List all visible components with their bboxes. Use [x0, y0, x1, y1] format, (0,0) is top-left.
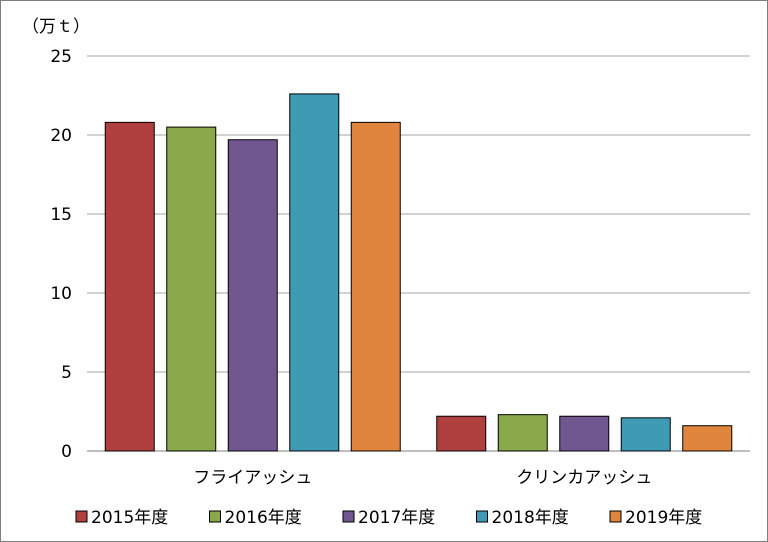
legend-label: 2018年度 [492, 508, 569, 528]
y-tick-label: 15 [50, 205, 72, 225]
y-axis-unit-label: （万ｔ） [22, 17, 90, 37]
legend-swatch [476, 510, 488, 523]
bar [682, 425, 733, 452]
legend-swatch [342, 510, 355, 523]
legend-swatch [609, 510, 622, 523]
bar [497, 414, 548, 452]
y-tick-label: 0 [61, 442, 72, 462]
bar [559, 415, 610, 452]
y-tick-label: 25 [50, 47, 72, 67]
bar [166, 126, 217, 452]
legend-label: 2019年度 [625, 508, 702, 528]
legend: 2015年度 2016年度 2017年度 2018年度 2019年度 [75, 508, 702, 528]
bar [436, 415, 487, 452]
bars [104, 93, 733, 452]
bar [350, 121, 401, 452]
bar [104, 121, 155, 452]
bar [620, 417, 671, 452]
legend-swatch [209, 510, 221, 523]
bar [227, 139, 278, 452]
legend-swatch [75, 510, 88, 523]
legend-label: 2017年度 [358, 508, 435, 528]
category-labels: フライアッシュ クリンカアッシュ [193, 468, 652, 488]
legend-label: 2015年度 [91, 508, 168, 528]
legend-label: 2016年度 [225, 508, 302, 528]
y-tick-labels: 0 5 10 15 20 25 [50, 47, 72, 462]
category-label: フライアッシュ [193, 468, 312, 488]
y-tick-label: 10 [50, 284, 72, 304]
category-label: クリンカアッシュ [516, 468, 652, 488]
y-tick-label: 5 [61, 363, 72, 383]
bar [289, 93, 340, 452]
y-tick-label: 20 [50, 126, 72, 146]
